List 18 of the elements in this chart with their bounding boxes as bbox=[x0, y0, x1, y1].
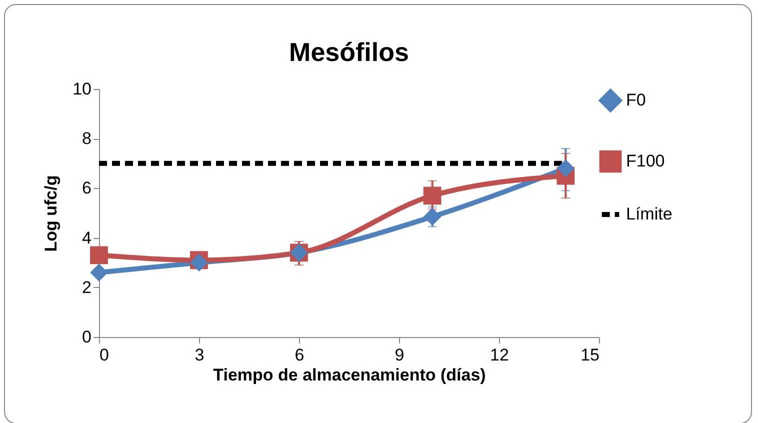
x-tick-label: 6 bbox=[294, 346, 304, 364]
y-tick-label: 6 bbox=[82, 178, 92, 198]
y-axis-title: Log ufc/g bbox=[42, 175, 61, 252]
x-tick-label: 12 bbox=[490, 346, 509, 364]
legend-label: Límite bbox=[626, 204, 672, 224]
x-tick-label: 3 bbox=[194, 346, 204, 364]
y-tick-label: 4 bbox=[82, 228, 92, 248]
legend-label: F100 bbox=[626, 152, 665, 170]
x-tick-label: 9 bbox=[394, 346, 404, 364]
y-tick-label: 8 bbox=[82, 129, 92, 148]
y-tick-label: 2 bbox=[82, 278, 92, 297]
x-tick-label: 15 bbox=[580, 346, 600, 364]
x-tick-label: 0 bbox=[100, 346, 109, 364]
chart-title: Mesófilos bbox=[289, 37, 409, 67]
legend-label: F0 bbox=[626, 90, 646, 110]
y-tick-label: 10 bbox=[72, 80, 92, 98]
y-tick-label: 0 bbox=[82, 328, 92, 346]
x-axis-title: Tiempo de almacenamiento (días) bbox=[213, 366, 486, 384]
